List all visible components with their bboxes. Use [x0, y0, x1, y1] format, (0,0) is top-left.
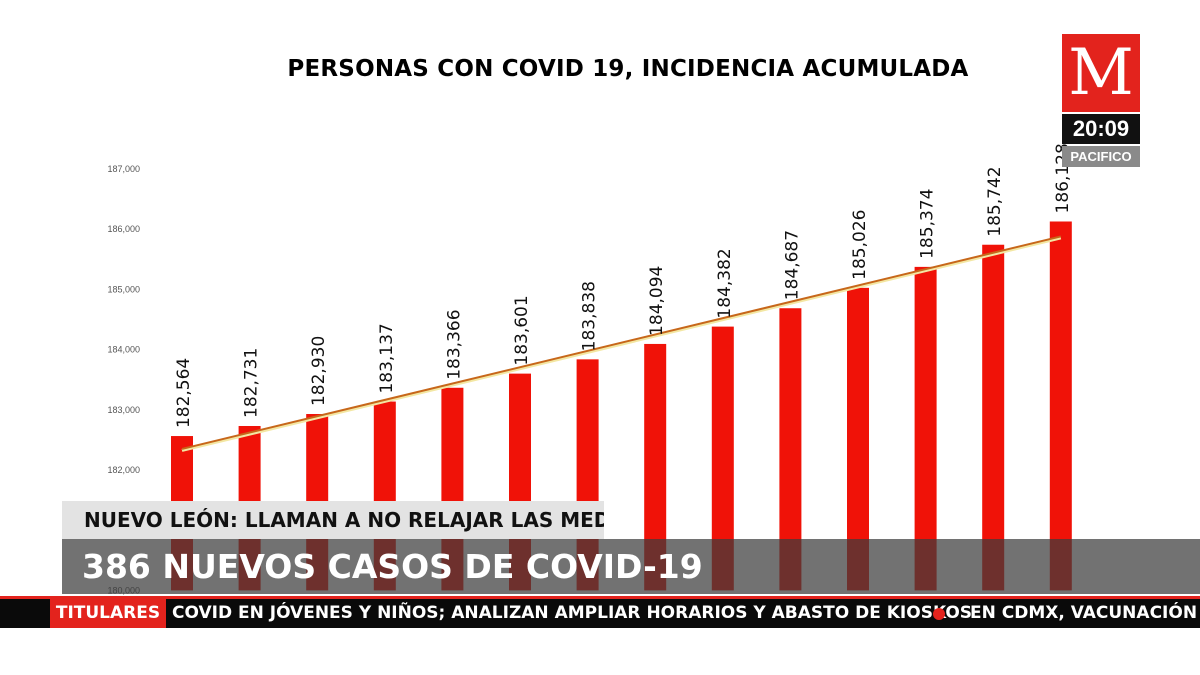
bar: [847, 287, 869, 591]
milenio-logo: M: [1062, 34, 1140, 112]
y-tick-label: 182,000: [107, 465, 140, 475]
data-label: 183,601: [512, 295, 532, 365]
y-tick-label: 185,000: [107, 284, 140, 294]
data-label: 182,564: [174, 358, 194, 428]
chart-title: PERSONAS CON COVID 19, INCIDENCIA ACUMUL…: [287, 56, 969, 82]
trendline-glow: [181, 236, 1062, 452]
y-tick-label: 184,000: [107, 345, 140, 355]
broadcast-clock: 20:09: [1062, 114, 1140, 144]
headline-main: 386 NUEVOS CASOS DE COVID-19: [62, 539, 1200, 594]
news-ticker: TITULARES COVID EN JÓVENES Y NIÑOS; ANAL…: [0, 596, 1200, 628]
data-label: 185,026: [850, 210, 870, 280]
bar: [914, 266, 937, 591]
data-label: 185,742: [985, 166, 1005, 236]
y-tick-label: 186,000: [107, 224, 140, 234]
data-label: 183,838: [580, 281, 600, 351]
data-label: 185,374: [918, 189, 938, 259]
y-tick-label: 183,000: [107, 405, 140, 415]
logo-m-icon: M: [1068, 36, 1134, 110]
bar: [711, 326, 734, 591]
bar: [1049, 221, 1072, 591]
headline-upper: NUEVO LEÓN: LLAMAN A NO RELAJAR LAS MEDI…: [62, 501, 604, 539]
y-tick-label: 187,000: [107, 164, 140, 174]
bottom-strip: [0, 628, 1200, 675]
bar: [982, 244, 1005, 591]
data-label: 182,731: [242, 348, 262, 418]
data-label: 183,366: [444, 309, 464, 379]
bar: [779, 308, 802, 591]
ticker-bullet-icon: [933, 608, 945, 620]
trendline: [181, 235, 1062, 450]
data-label: 184,687: [782, 230, 802, 300]
data-label: 184,382: [715, 248, 735, 318]
ticker-text: COVID EN JÓVENES Y NIÑOS; ANALIZAN AMPLI…: [172, 603, 973, 623]
bar: [644, 343, 667, 591]
time-zone-badge: PACIFICO: [1062, 146, 1140, 167]
ticker-label: TITULARES: [50, 599, 166, 628]
data-label: 182,930: [309, 336, 329, 406]
data-label: 183,137: [377, 323, 397, 393]
data-label: 184,094: [647, 266, 667, 336]
ticker-text-next: EN CDMX, VACUNACIÓN PA: [970, 603, 1200, 623]
